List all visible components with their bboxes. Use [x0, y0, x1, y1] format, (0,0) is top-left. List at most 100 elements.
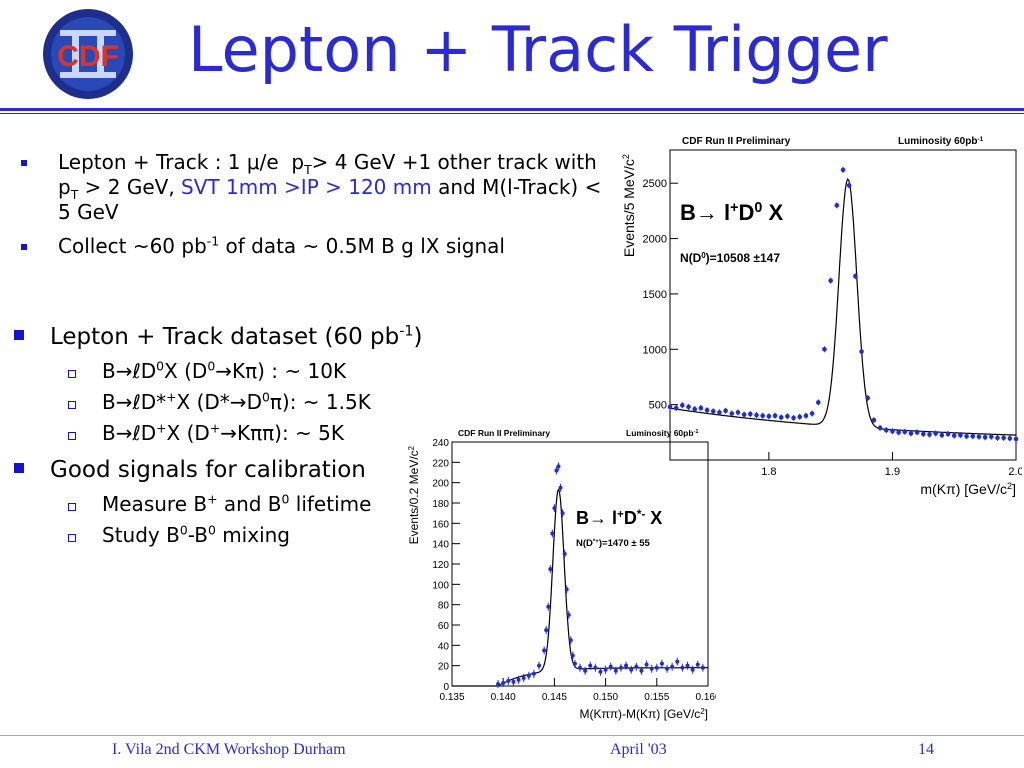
data-point [665, 666, 670, 671]
data-point [572, 661, 577, 666]
data-point [846, 183, 852, 188]
data-point [680, 402, 685, 408]
data-point [995, 435, 1000, 441]
data-point [624, 663, 629, 668]
data-point [791, 415, 796, 421]
data-point [1007, 436, 1013, 441]
data-point [649, 666, 654, 671]
data-point [564, 587, 569, 592]
bullet-item: Lepton + Track : 1 μ/e pT> 4 GeV +1 othe… [18, 150, 608, 225]
y-tick-label: 60 [438, 621, 450, 632]
data-point [526, 673, 531, 678]
data-point [578, 665, 582, 670]
x-tick-label: 2.0 [1008, 466, 1022, 478]
data-point [568, 638, 573, 643]
data-point [865, 395, 871, 401]
data-point [698, 405, 704, 411]
y-tick-label: 2500 [643, 178, 667, 190]
data-point [675, 659, 680, 664]
data-point [914, 430, 920, 435]
data-point [618, 665, 623, 670]
x-axis-label: M(Kππ)-M(Kπ) [GeV/c2] [579, 707, 708, 722]
data-point [809, 411, 815, 416]
d0-mass-chart: CDF Run II Preliminary Luminosity 60pb-1 5… [612, 128, 1024, 498]
y-tick-label: 80 [438, 601, 450, 612]
plot-frame [451, 441, 709, 687]
data-point [927, 432, 932, 437]
data-point [692, 406, 698, 412]
data-point [871, 417, 877, 423]
data-point [521, 675, 526, 680]
data-point [673, 405, 679, 411]
data-point [685, 663, 690, 668]
data-point [613, 668, 618, 673]
x-tick-label: 1.9 [885, 466, 900, 478]
main-bullet-item: Lepton + Track dataset (60 pb-1) B→ℓD0X (… [14, 322, 434, 449]
data-point [562, 551, 567, 556]
top-bullet-list: Lepton + Track : 1 μ/e pT> 4 GeV +1 othe… [18, 150, 608, 268]
data-point [729, 411, 735, 416]
data-point [548, 567, 553, 572]
data-point [629, 667, 634, 672]
data-point [496, 681, 501, 686]
data-point [544, 628, 549, 633]
data-point [778, 415, 784, 420]
data-point [554, 468, 559, 473]
data-point [654, 665, 659, 670]
data-point [501, 680, 506, 685]
data-point [877, 425, 883, 431]
sub-bullet-item: B→ℓD+X (D+→Kππ): ~ 5K [50, 418, 434, 449]
data-point [700, 665, 705, 670]
x-tick-label: 0.140 [491, 692, 516, 703]
fit-curve [669, 178, 1016, 436]
data-point [958, 432, 963, 438]
sub-bullet-item: Measure B+ and B0 lifetime [50, 489, 434, 520]
data-point [741, 412, 747, 417]
data-point [939, 432, 945, 438]
x-tick-label: 0.135 [439, 692, 464, 703]
chart-header-right: Luminosity 60pb-1 [626, 428, 698, 438]
data-point [785, 413, 790, 419]
data-point [988, 434, 994, 440]
data-point [760, 413, 765, 419]
data-point [593, 665, 598, 670]
y-tick-label: 100 [432, 580, 449, 591]
main-bullet-text: Lepton + Track dataset (60 pb-1) [50, 323, 423, 350]
data-point [552, 506, 557, 511]
data-point [933, 431, 938, 436]
x-tick-label: 0.145 [542, 692, 567, 703]
data-point [883, 427, 889, 433]
main-bullet-text: Good signals for calibration [50, 457, 366, 483]
signal-count-annotation: N(D*+)=1470 ± 55 [576, 538, 651, 550]
sub-bullet-list: Measure B+ and B0 lifetime Study B0-B0 mi… [50, 489, 434, 551]
data-point [754, 412, 759, 418]
data-point [695, 662, 700, 667]
sub-bullet-item: B→ℓD0X (D0→Kπ) : ~ 10K [50, 356, 434, 387]
data-point [608, 664, 613, 669]
chart-header-right: Luminosity 60pb-1 [898, 136, 984, 148]
data-point [735, 410, 741, 415]
data-point [970, 433, 976, 439]
data-point [723, 408, 728, 414]
data-point [634, 664, 639, 669]
x-tick-label: 0.160 [695, 692, 716, 703]
data-point [583, 668, 588, 673]
data-point [766, 413, 772, 419]
data-point [908, 431, 914, 436]
data-point [516, 677, 521, 682]
data-point [542, 648, 547, 653]
data-point [531, 671, 536, 676]
footer-date: April '03 [610, 741, 667, 758]
y-tick-label: 40 [438, 641, 450, 652]
data-point [748, 411, 753, 417]
data-point [976, 434, 982, 440]
x-axis-label: m(Kπ) [GeV/c2] [920, 481, 1016, 497]
y-tick-label: 1000 [643, 344, 667, 356]
dstar-mass-difference-chart: CDF Run II Preliminary Luminosity 60pb-1 0… [400, 422, 721, 728]
data-point [550, 531, 555, 536]
slide-title: Lepton + Track Trigger [188, 13, 888, 86]
data-point [506, 678, 511, 683]
footer-page-number: 14 [918, 741, 934, 758]
y-axis-label: Events/0.2 MeV/c2 [407, 446, 422, 544]
data-point [686, 404, 691, 410]
